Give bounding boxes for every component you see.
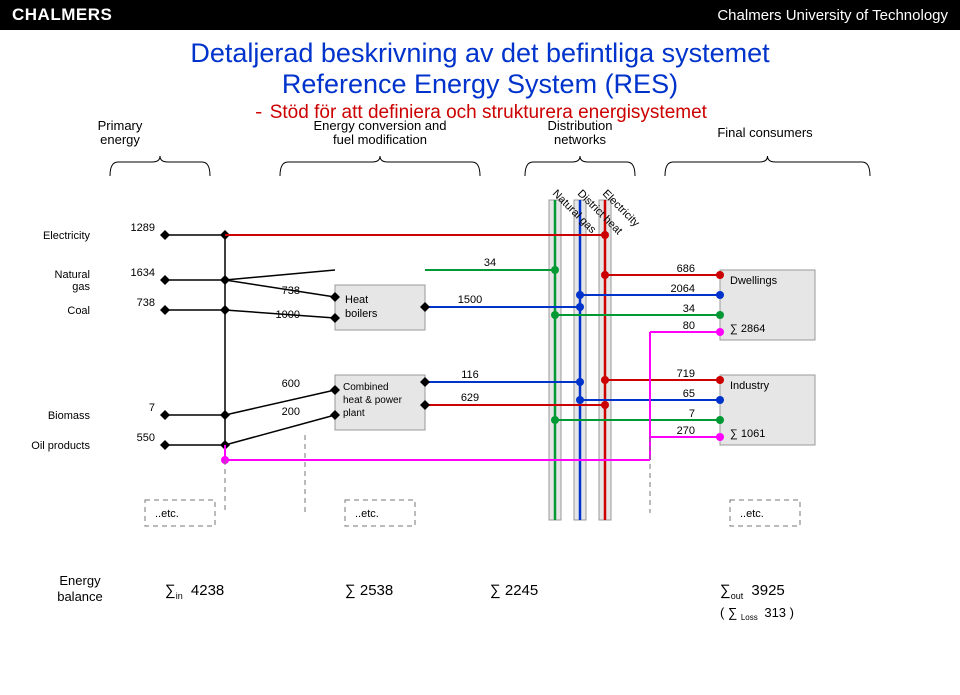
node-dot	[716, 416, 724, 424]
svg-text:Energy: Energy	[59, 573, 101, 588]
svg-text:550: 550	[137, 432, 155, 444]
svg-text:boilers: boilers	[345, 308, 378, 320]
svg-text:65: 65	[683, 388, 695, 400]
svg-text:∑ 2245: ∑ 2245	[490, 582, 538, 599]
svg-text:116: 116	[461, 369, 479, 381]
node-dot	[551, 311, 559, 319]
svg-text:gas: gas	[72, 281, 90, 293]
svg-text:34: 34	[484, 257, 496, 269]
node-dot	[551, 416, 559, 424]
svg-text:7: 7	[149, 402, 155, 414]
node-dot	[576, 303, 584, 311]
svg-text:Industry: Industry	[730, 380, 770, 392]
svg-text:..etc.: ..etc.	[355, 508, 379, 520]
svg-text:600: 600	[282, 378, 300, 390]
node-dot	[716, 311, 724, 319]
node-dot	[576, 291, 584, 299]
node-dot	[601, 401, 609, 409]
svg-text:1289: 1289	[131, 222, 155, 234]
svg-text:1000: 1000	[276, 309, 300, 321]
svg-text:2064: 2064	[671, 283, 695, 295]
org-name: Chalmers University of Technology	[717, 7, 948, 24]
node-dot	[601, 271, 609, 279]
node-dot	[716, 396, 724, 404]
svg-text:energy: energy	[100, 132, 140, 147]
svg-text:270: 270	[677, 425, 695, 437]
node-dot	[716, 271, 724, 279]
title-area: Detaljerad beskrivning av det befintliga…	[0, 38, 960, 124]
svg-text:1634: 1634	[131, 267, 155, 279]
title-line2: Reference Energy System (RES)	[0, 69, 960, 100]
node-dot	[576, 396, 584, 404]
svg-text:plant: plant	[343, 408, 365, 419]
svg-text:..etc.: ..etc.	[740, 508, 764, 520]
svg-text:Natural: Natural	[55, 269, 90, 281]
node-dot	[716, 433, 724, 441]
svg-text:200: 200	[282, 406, 300, 418]
svg-text:∑in 4238: ∑in 4238	[165, 582, 224, 601]
svg-text:686: 686	[677, 263, 695, 275]
svg-text:∑out 3925: ∑out 3925	[720, 582, 785, 601]
svg-text:∑ 2864: ∑ 2864	[730, 323, 765, 335]
svg-text:7: 7	[689, 408, 695, 420]
node-dot	[716, 291, 724, 299]
svg-text:Oil products: Oil products	[31, 440, 90, 452]
title-line1: Detaljerad beskrivning av det befintliga…	[0, 38, 960, 69]
svg-text:Dwellings: Dwellings	[730, 275, 778, 287]
diagram: PrimaryenergyEnergy conversion andfuel m…	[0, 120, 960, 695]
svg-text:∑ 1061: ∑ 1061	[730, 428, 765, 440]
svg-text:34: 34	[683, 303, 695, 315]
svg-text:networks: networks	[554, 132, 607, 147]
node-dot	[601, 376, 609, 384]
node-dot	[551, 266, 559, 274]
svg-text:738: 738	[137, 297, 155, 309]
svg-text:Electricity: Electricity	[43, 230, 91, 242]
node-dot	[601, 231, 609, 239]
node-dot	[576, 378, 584, 386]
svg-text:1500: 1500	[458, 294, 482, 306]
svg-text:Heat: Heat	[345, 294, 368, 306]
svg-text:Final consumers: Final consumers	[717, 125, 813, 140]
node-dot	[716, 328, 724, 336]
topbar: CHALMERS Chalmers University of Technolo…	[0, 0, 960, 30]
svg-text:∑ 2538: ∑ 2538	[345, 582, 393, 599]
node-dot	[716, 376, 724, 384]
svg-text:Biomass: Biomass	[48, 410, 91, 422]
svg-text:Coal: Coal	[67, 305, 90, 317]
svg-text:719: 719	[677, 368, 695, 380]
svg-text:Combined: Combined	[343, 382, 389, 393]
svg-text:heat & power: heat & power	[343, 395, 403, 406]
svg-text:( ∑ Loss 313 ): ( ∑ Loss 313 )	[720, 605, 794, 622]
svg-text:80: 80	[683, 320, 695, 332]
svg-text:balance: balance	[57, 589, 103, 604]
svg-text:629: 629	[461, 392, 479, 404]
svg-text:..etc.: ..etc.	[155, 508, 179, 520]
logo: CHALMERS	[12, 5, 112, 25]
svg-text:fuel modification: fuel modification	[333, 132, 427, 147]
svg-text:738: 738	[282, 285, 300, 297]
